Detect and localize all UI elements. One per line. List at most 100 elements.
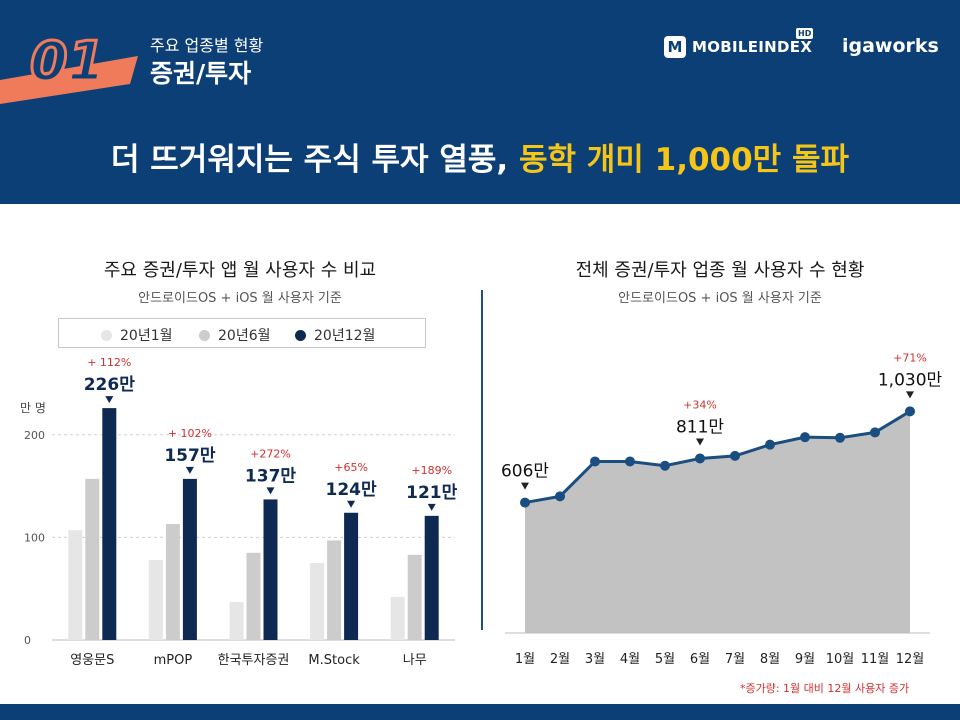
data-point <box>555 491 565 502</box>
x-month-label: 4월 <box>620 652 640 667</box>
right-chart-subtitle: 안드로이드OS + iOS 월 사용자 기준 <box>618 291 822 306</box>
y-tick-label: 100 <box>24 531 45 544</box>
bar-increase-label: +189% <box>411 464 452 477</box>
accent-stripe <box>0 56 138 104</box>
data-point <box>765 439 775 450</box>
value-marker-arrow <box>347 500 356 508</box>
x-category-label: 한국투자증권 <box>218 653 290 668</box>
data-point <box>870 427 880 438</box>
x-month-label: 8월 <box>760 652 780 667</box>
x-month-label: 1월 <box>515 652 535 667</box>
bar-value-label: 124만 <box>326 480 377 500</box>
bar-value-label: 157만 <box>164 446 215 466</box>
x-category-label: 영웅문S <box>70 653 114 668</box>
bar-0-4 <box>390 596 405 640</box>
value-marker-arrow <box>105 396 114 404</box>
bar-1-1 <box>165 524 180 640</box>
section-subtitle: 주요 업종별 현황 <box>150 36 264 55</box>
mobileindex-hd-badge: HD <box>796 28 814 39</box>
bottom-bar <box>0 704 960 720</box>
mobileindex-logo: M MOBILEINDEX <box>664 36 812 58</box>
data-point <box>695 453 705 464</box>
data-point <box>520 497 530 508</box>
y-tick-label: 0 <box>24 634 31 647</box>
bar-2-0 <box>102 408 117 640</box>
bar-2-4 <box>424 515 439 640</box>
x-month-label: 11월 <box>861 652 890 667</box>
headline-part1: 더 뜨거워지는 주식 투자 열풍, <box>110 142 519 178</box>
bar-2-3 <box>344 512 359 640</box>
annotation-arrow <box>696 438 704 446</box>
footnote: *증가량: 1월 대비 12월 사용자 증가 <box>740 682 910 695</box>
legend-label-jun: 20년6월 <box>218 328 271 344</box>
bar-0-3 <box>310 563 325 640</box>
bar-increase-label: +65% <box>334 461 368 474</box>
bar-0-1 <box>148 559 163 640</box>
legend-label-jan: 20년1월 <box>120 328 173 344</box>
bar-0-2 <box>229 602 244 640</box>
left-chart-subtitle: 안드로이드OS + iOS 월 사용자 기준 <box>138 291 342 306</box>
x-category-label: M.Stock <box>308 653 360 668</box>
headline: 더 뜨거워지는 주식 투자 열풍, 동학 개미 1,000만 돌파 <box>0 134 960 179</box>
data-point <box>730 450 740 461</box>
igaworks-logo: igaworks <box>842 35 939 57</box>
legend-item-jun: 20년6월 <box>199 325 270 345</box>
x-month-label: 7월 <box>725 652 745 667</box>
x-month-label: 10월 <box>826 652 855 667</box>
bar-2-1 <box>182 478 197 640</box>
right-chart-title: 전체 증권/투자 업종 월 사용자 수 현황 <box>575 260 865 281</box>
left-chart-legend: 20년1월 20년6월 20년12월 <box>58 318 426 348</box>
data-point <box>800 432 810 443</box>
bar-increase-label: + 112% <box>87 356 131 369</box>
value-marker-arrow <box>427 503 436 511</box>
mobileindex-name: MOBILEINDEX <box>692 38 813 56</box>
bar-1-2 <box>246 552 261 640</box>
series-line <box>524 410 911 505</box>
bar-1-0 <box>85 478 100 640</box>
x-month-label: 6월 <box>690 652 710 667</box>
annotation-arrow <box>906 391 914 399</box>
annotation-value-label: 1,030만 <box>878 370 943 390</box>
data-point <box>905 406 915 417</box>
legend-item-dec: 20년12월 <box>295 325 375 345</box>
x-category-label: mPOP <box>154 653 193 668</box>
section-number-badge: 01 <box>0 29 138 104</box>
x-category-label: 나무 <box>403 653 427 668</box>
panel-divider <box>481 290 483 630</box>
bar-value-label: 226만 <box>84 375 135 395</box>
x-month-label: 3월 <box>585 652 605 667</box>
annotation-increase-label: +34% <box>683 398 717 411</box>
mobileindex-m-icon: M <box>664 36 686 58</box>
bar-1-3 <box>327 540 342 640</box>
section-number: 01 <box>30 30 105 93</box>
annotation-increase-label: +71% <box>893 351 927 364</box>
bar-0-0 <box>68 530 83 640</box>
y-tick-label: 200 <box>24 429 45 442</box>
legend-item-jan: 20년1월 <box>101 325 172 345</box>
x-month-label: 5월 <box>655 652 675 667</box>
header-banner: 01 주요 업종별 현황 증권/투자 M MOBILEINDEX HD igaw… <box>0 0 960 204</box>
bar-2-2 <box>263 499 278 640</box>
annotation-arrow <box>521 482 529 490</box>
data-point <box>835 432 845 443</box>
legend-swatch-dec <box>295 329 306 341</box>
bar-1-4 <box>407 554 422 640</box>
area-fill <box>525 411 910 633</box>
x-month-label: 12월 <box>896 652 925 667</box>
x-month-label: 2월 <box>550 652 570 667</box>
bar-increase-label: + 102% <box>168 427 212 440</box>
data-point <box>660 460 670 471</box>
data-point <box>590 456 600 467</box>
left-chart-title: 주요 증권/투자 앱 월 사용자 수 비교 <box>103 260 377 281</box>
legend-swatch-jan <box>101 329 112 341</box>
legend-swatch-jun <box>199 329 210 341</box>
annotation-value-label: 811만 <box>676 417 724 437</box>
annotation-value-label: 606만 <box>501 462 549 482</box>
headline-highlight: 동학 개미 1,000만 돌파 <box>518 142 850 178</box>
app-users-bar-chart: 만 명 0 100 200 226만 + 112% 영웅문S 157만 + 102% mPOP 13… <box>20 356 458 668</box>
legend-label-dec: 20년12월 <box>314 328 376 344</box>
y-axis-unit-label: 만 명 <box>20 401 46 415</box>
bar-value-label: 121만 <box>406 483 457 503</box>
x-month-label: 9월 <box>795 652 815 667</box>
section-title: 증권/투자 <box>150 59 252 88</box>
